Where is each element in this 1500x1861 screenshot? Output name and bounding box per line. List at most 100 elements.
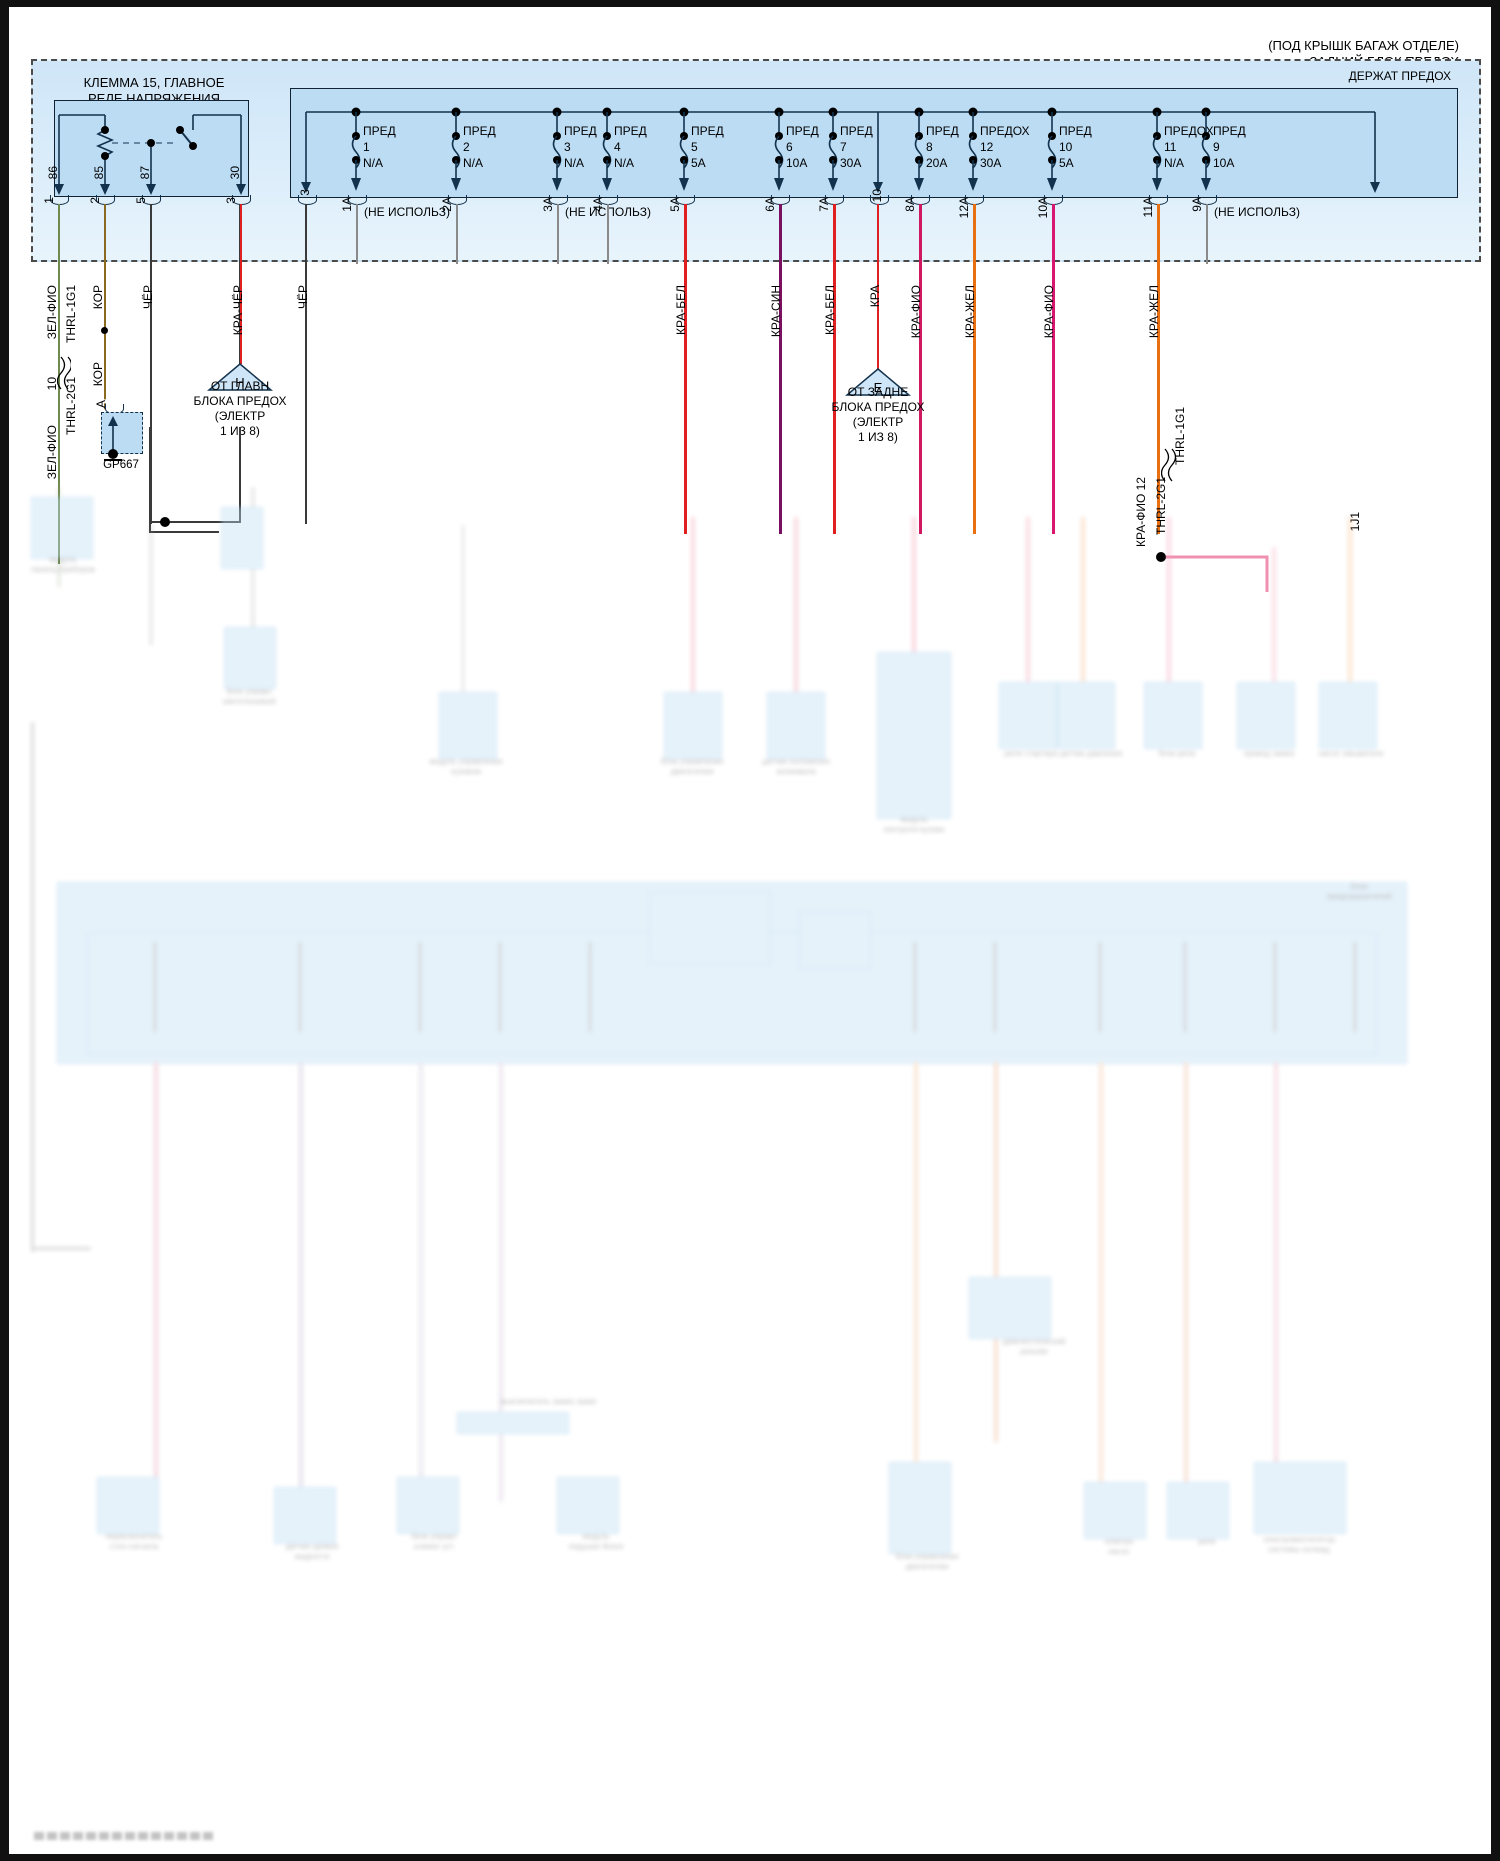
wire-label-fuse-5: КРА-БЕЛ bbox=[674, 285, 688, 335]
wire-fuse-11 bbox=[1157, 204, 1160, 534]
fuse-label-11: ПРЕДОХ bbox=[1164, 124, 1214, 138]
fuse-pin-9A: 9A bbox=[1190, 197, 1204, 212]
fuse-pin-3A: 3A bbox=[541, 197, 555, 212]
svg-text:H: H bbox=[235, 375, 244, 390]
relay-out-pin-3: 3 bbox=[224, 197, 238, 204]
fuse-rating-3: N/A bbox=[564, 156, 585, 170]
fuse-pin-12A: 12A bbox=[957, 197, 971, 219]
svg-text:E: E bbox=[874, 380, 883, 395]
fuse-pin-1A: 1A bbox=[340, 197, 354, 212]
wire-fuse-5 bbox=[684, 204, 687, 534]
fuse-note-1: (НЕ ИСПОЛЬЗ) bbox=[364, 205, 450, 219]
wire-feed-10-red bbox=[877, 204, 879, 374]
fuse-label-3: ПРЕД bbox=[564, 124, 597, 138]
wire-brown-dashed bbox=[104, 334, 106, 439]
wire-label-red-black-pin3: КРА-ЧЁР bbox=[231, 285, 245, 336]
fuse-rating-11: N/A bbox=[1164, 156, 1185, 170]
fuse-pin-10A: 10A bbox=[1036, 197, 1050, 219]
wire-label-green-violet-top: ЗЕЛ-ФИО bbox=[45, 285, 59, 340]
wire-relay-30-red bbox=[240, 204, 242, 364]
fuse-label-9: ПРЕД bbox=[1213, 124, 1246, 138]
wire-fuse-3-unused bbox=[557, 204, 559, 264]
marker-e-line2: БЛОКА ПРЕДОХ bbox=[831, 400, 925, 414]
fuse-rating-5: 5A bbox=[691, 156, 706, 170]
fuse-symbol bbox=[1152, 107, 1162, 191]
splice-dot-brown bbox=[101, 327, 108, 334]
fuse-note-9: (НЕ ИСПОЛЬЗ) bbox=[1214, 205, 1300, 219]
wire-label-feed-10: КРА bbox=[868, 285, 882, 308]
fuse-symbol bbox=[1047, 107, 1057, 191]
ground-id-label: GP667 bbox=[103, 459, 139, 471]
fuse-label-2: ПРЕД bbox=[463, 124, 496, 138]
fuse-symbol bbox=[774, 107, 784, 191]
feed-cup-3 bbox=[298, 195, 317, 205]
wire-label-feed-3: ЧЁР bbox=[296, 285, 310, 310]
wire-fuse-2-unused bbox=[456, 204, 458, 264]
fuse-symbol bbox=[968, 107, 978, 191]
wire-fuse-9-unused bbox=[1206, 204, 1208, 264]
marker-e-line1: ОТ ЗАДНЕ bbox=[847, 385, 909, 399]
fuse-number-6: 6 bbox=[786, 140, 793, 154]
fuse-label-10: ПРЕД bbox=[1059, 124, 1092, 138]
fuse-holder-block bbox=[290, 88, 1458, 198]
fuse-number-9: 9 bbox=[1213, 140, 1220, 154]
fuse-number-4: 4 bbox=[614, 140, 621, 154]
pink-branch-wire bbox=[1156, 552, 1269, 592]
marker-e-line4: 1 ИЗ 8) bbox=[858, 430, 898, 444]
diagram-header-line1: (ПОД КРЫШК БАГАЖ ОТДЕЛЕ) bbox=[1268, 38, 1459, 53]
relay-pin-86: 86 bbox=[46, 166, 60, 180]
fuse-symbol bbox=[679, 107, 689, 191]
wire-relay-86-green bbox=[58, 204, 60, 564]
splice-bracket-left bbox=[57, 356, 71, 390]
relay-pin-85: 85 bbox=[92, 166, 106, 180]
fuse-pin-6A: 6A bbox=[763, 197, 777, 212]
fuse-label-1: ПРЕД bbox=[363, 124, 396, 138]
fuse-pin-7A: 7A bbox=[817, 197, 831, 212]
footer-watermark bbox=[34, 1832, 214, 1840]
wire-label-brown-top: КОР bbox=[91, 285, 105, 310]
fuse-number-3: 3 bbox=[564, 140, 571, 154]
wire-label-green-violet-bottom: ЗЕЛ-ФИО bbox=[45, 425, 59, 480]
fuse-label-6: ПРЕД bbox=[786, 124, 819, 138]
fuse-number-12: 12 bbox=[980, 140, 994, 154]
wire-fuse-10 bbox=[1052, 204, 1055, 534]
fuse-rating-4: N/A bbox=[614, 156, 635, 170]
wire-label-fuse-6: КРА-СИН bbox=[769, 285, 783, 338]
fuse-holder-label: ДЕРЖАТ ПРЕДОХ bbox=[1348, 69, 1451, 83]
wire-label-fuse-8: КРА-ФИО bbox=[909, 285, 923, 339]
fuse-symbol bbox=[451, 107, 461, 191]
fuse-rating-2: N/A bbox=[463, 156, 484, 170]
relay-pin-30: 30 bbox=[228, 166, 242, 180]
fuse-pin-8A: 8A bbox=[903, 197, 917, 212]
fuse-symbol bbox=[552, 107, 562, 191]
fuse-rating-6: 10A bbox=[786, 156, 808, 170]
wire-label-black-pin5: ЧЁР bbox=[141, 285, 155, 310]
fuse-rating-8: 20A bbox=[926, 156, 948, 170]
fuse-label-4: ПРЕД bbox=[614, 124, 647, 138]
fuse-pin-2A: 2A bbox=[440, 197, 454, 212]
relay-title-line1: КЛЕММА 15, ГЛАВНОЕ bbox=[83, 75, 225, 90]
fuse-number-1: 1 bbox=[363, 140, 370, 154]
marker-h-triangle: H bbox=[207, 363, 273, 391]
fuse-rating-10: 5A bbox=[1059, 156, 1074, 170]
relay-pin-87: 87 bbox=[138, 166, 152, 180]
fuse-number-2: 2 bbox=[463, 140, 470, 154]
ground-dashed-box bbox=[101, 412, 143, 454]
wire-relay-30-red-edge bbox=[239, 204, 240, 364]
splice-bracket-right bbox=[1161, 448, 1177, 482]
black-wire-junction bbox=[149, 427, 241, 533]
fuse-pin-5A: 5A bbox=[668, 197, 682, 212]
fuse-label-7: ПРЕД bbox=[840, 124, 873, 138]
wire-fuse-6 bbox=[779, 204, 782, 534]
wire-fuse-1-unused bbox=[356, 204, 358, 264]
feed-cup-10 bbox=[870, 195, 889, 205]
ground-symbol-gp667 bbox=[104, 416, 122, 461]
wire-label-fuse-11: КРА-ЖЕЛ bbox=[1147, 285, 1161, 339]
circuit-label-thrl-1g1: THRL-1G1 bbox=[64, 285, 78, 344]
wire-fuse-4-unused bbox=[607, 204, 609, 264]
relay-out-pin-5: 5 bbox=[134, 197, 148, 204]
fuse-symbol bbox=[914, 107, 924, 191]
wire-relay-85-brown bbox=[104, 204, 106, 394]
fuse-pin-4A: 4A bbox=[591, 197, 605, 212]
